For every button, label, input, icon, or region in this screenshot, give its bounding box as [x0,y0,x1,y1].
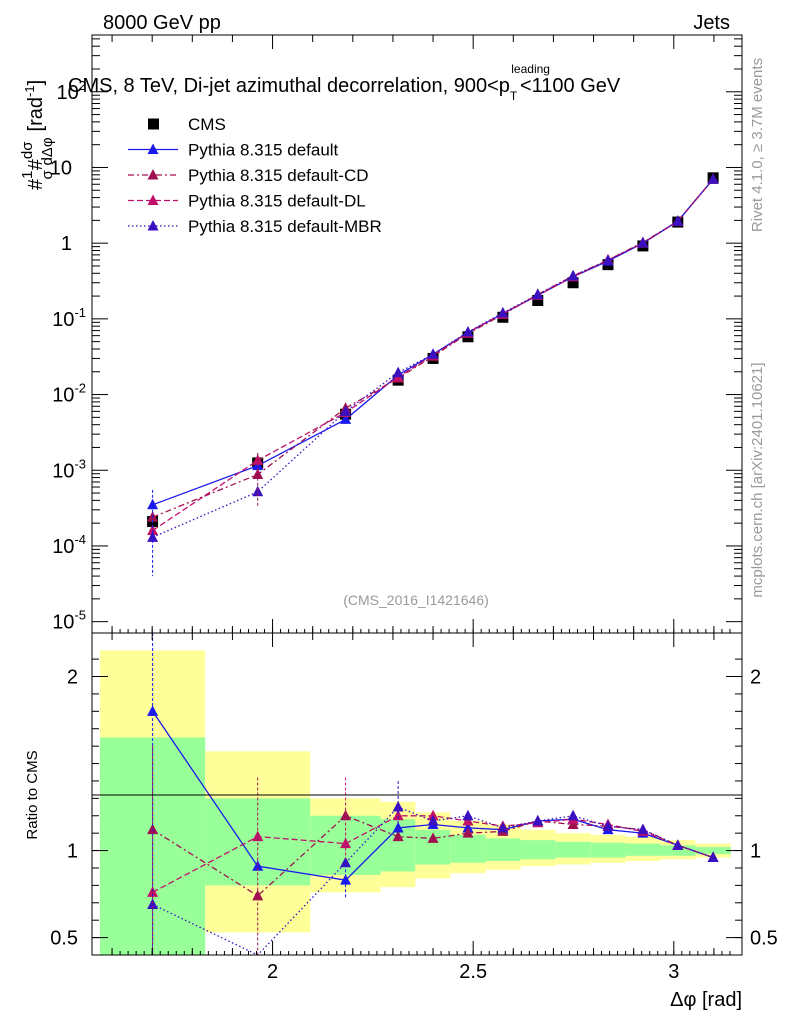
y-tick-label-6: 10 [50,157,72,179]
y-tick-label-5: 1 [61,233,72,255]
ratio-marker-1-5 [462,827,474,838]
legend-marker-2 [147,169,159,180]
ratio-marker-3-10 [637,823,649,835]
legend-label-2: Pythia 8.315 default-CD [188,166,369,185]
green-band-10 [625,843,661,856]
ratio-marker-3-12 [707,851,719,863]
y-tick-label-1: 10-4 [52,532,86,558]
ratio-series-3 [147,801,719,956]
legend-marker-0 [148,118,159,130]
main-marker-4-8 [567,269,579,281]
ratio-y-tick-label-2: 2 [67,667,78,689]
cms-point-7 [532,294,544,306]
uncertainty-bands [100,650,731,955]
y-tick-label-0: 10-5 [52,608,86,634]
ratio-marker-0-1 [252,860,264,871]
main-marker-4-12 [707,173,719,184]
x-tick-label-0: 2 [267,961,278,983]
main-marker-4-2 [340,405,352,416]
legend-marker-3 [147,194,159,205]
analysis-watermark: (CMS_2016_I1421646) [343,592,489,608]
green-band-12 [695,847,731,855]
x-axis-label: Δφ [rad] [670,989,742,1011]
y-tick-label-3: 10-2 [52,381,86,407]
main-marker-1-2 [340,413,352,424]
axis-ticks [92,35,742,955]
y-axis-label: #1 σ#dσ dΔφ[rad-1] [19,80,56,190]
main-marker-1-0 [147,498,159,510]
main-marker-4-4 [427,348,439,359]
main-marker-4-6 [497,306,509,318]
tick-labels: 2 2.5 3 10-5 10-4 10-3 10-2 10-1 1 10 102 0.5 0.5 1 1 2… [50,78,778,983]
ratio-y-tick-label-1: 1 [67,841,78,863]
legend-label-4: Pythia 8.315 default-MBR [188,217,382,236]
ratio-y-tick-label-right-1: 1 [750,841,761,863]
ratio-marker-3-4 [427,814,439,826]
green-band-8 [555,841,591,858]
x-tick-label-1: 2.5 [459,961,487,983]
series-layer [147,172,719,956]
legend-label-1: Pythia 8.315 default [188,141,339,160]
main-marker-4-9 [602,254,614,266]
main-marker-4-5 [462,326,474,337]
ratio-y-tick-label-right-0: 0.5 [750,928,778,950]
green-band-7 [520,840,556,860]
cms-point-8 [567,277,579,289]
mcplots-source-label: mcplots.cern.ch [arXiv:2401.10621] [749,362,766,597]
y-tick-label-2: 10-3 [52,456,86,482]
y-tick-label-4: 10-1 [52,305,86,331]
ratio-marker-3-5 [462,809,474,821]
legend: CMS Pythia 8.315 default Pythia 8.315 defa… [128,115,382,236]
green-band-5 [450,834,486,863]
header-energy: 8000 GeV pp [103,12,221,34]
legend-marker-4 [147,220,159,231]
ratio-marker-2-1 [252,830,264,842]
green-band-9 [590,842,626,858]
ratio-y-label: Ratio to CMS [24,750,41,839]
green-band-6 [485,838,521,862]
main-marker-3-0 [147,524,159,535]
legend-marker-1 [147,143,159,154]
legend-label-3: Pythia 8.315 default-DL [188,192,366,211]
main-marker-4-10 [637,236,649,248]
ratio-marker-3-11 [672,839,684,850]
ratio-y-tick-label-right-2: 2 [750,667,761,689]
x-tick-label-2: 3 [668,961,679,983]
chart-title: CMS, 8 TeV, Di-jet azimuthal decorrelati… [68,62,621,103]
y-tick-label-7: 102 [57,78,86,104]
main-marker-4-1 [252,485,264,497]
ratio-marker-2-3 [392,809,404,821]
ratio-marker-1-4 [427,832,439,843]
green-band-11 [660,845,696,856]
ratio-marker-1-3 [392,830,404,842]
main-marker-4-11 [672,215,684,226]
main-marker-4-7 [532,288,544,299]
rivet-version-label: Rivet 4.1.0, ≥ 3.7M events [749,58,766,232]
ratio-y-tick-label-0: 0.5 [50,928,78,950]
ratio-marker-3-6 [497,821,509,833]
ratio-marker-3-9 [602,820,614,831]
header-category: Jets [693,12,730,34]
main-marker-4-3 [392,366,404,378]
legend-label-0: CMS [188,115,226,134]
ratio-marker-3-7 [532,814,544,826]
ratio-marker-3-8 [567,809,579,821]
